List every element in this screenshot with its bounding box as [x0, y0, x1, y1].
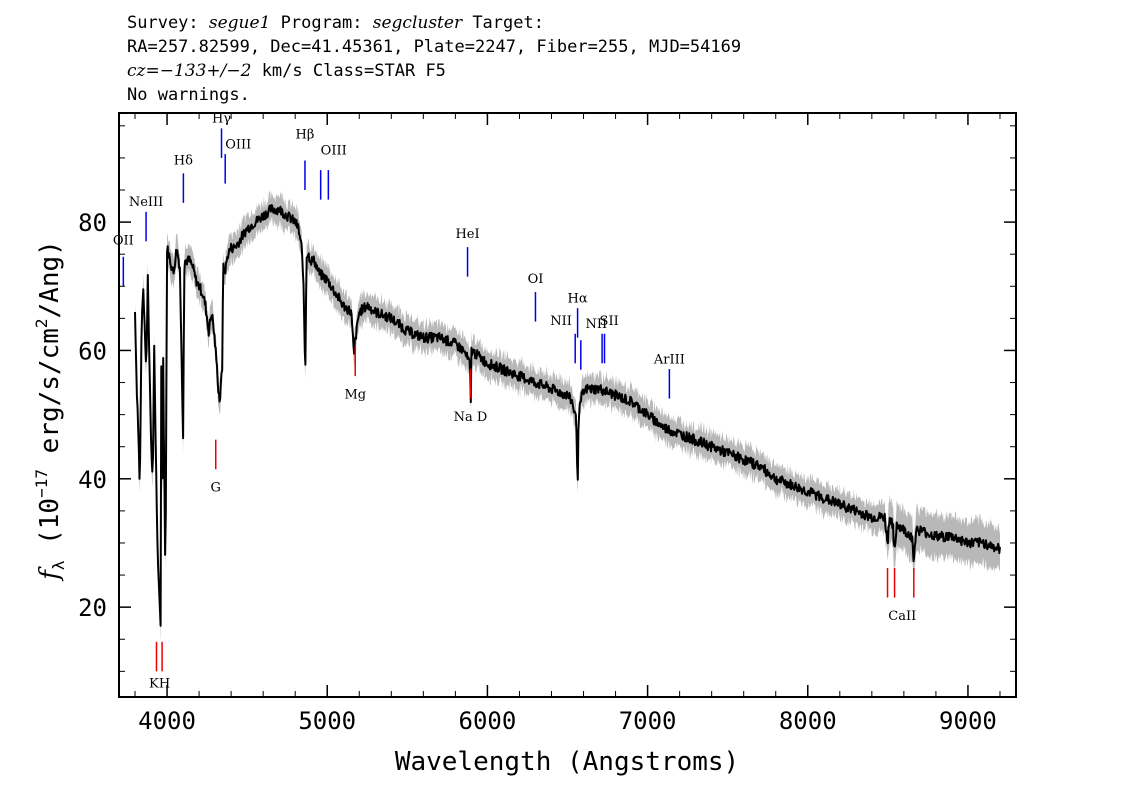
- plot-frame: [118, 112, 1017, 698]
- plot-area: [134, 190, 1001, 643]
- y-label-end: /Ang): [35, 240, 65, 318]
- line-label-19: CaII: [888, 609, 916, 624]
- survey-label: Survey:: [127, 13, 209, 33]
- program-label: Program:: [270, 13, 373, 33]
- line-label-17: Mg: [344, 388, 366, 403]
- x-tick-label-8000: 8000: [779, 707, 837, 735]
- x-tick-label-4000: 4000: [138, 707, 196, 735]
- line-label-4: OIII: [225, 137, 251, 152]
- line-label-2: Hδ: [174, 153, 193, 168]
- line-markers: OIINeIIIHδHγOIIIHβOIIIHeIOINIIHαNIISIIAr…: [113, 112, 916, 692]
- spectrum-header: Survey: segue1 Program: segcluster Targe…: [127, 11, 741, 107]
- program-value: segcluster: [372, 13, 463, 33]
- y-tick-label-60: 60: [78, 337, 107, 365]
- line-label-13: ArIII: [653, 352, 685, 367]
- line-label-12: SII: [600, 314, 619, 329]
- y-tick-label-40: 40: [78, 466, 107, 494]
- y-label-power-base: (10: [35, 498, 65, 561]
- y-label-units: erg/s/cm: [35, 328, 65, 469]
- target-label: Target:: [462, 13, 544, 33]
- cz-value: cz=−133+/−2: [127, 61, 252, 81]
- x-tick-label-6000: 6000: [459, 707, 517, 735]
- line-label-9: NII: [550, 314, 572, 329]
- line-label-10: Hα: [568, 291, 588, 306]
- line-label-3: Hγ: [212, 112, 231, 127]
- line-label-5: Hβ: [296, 128, 315, 143]
- line-label-11: NII: [586, 317, 608, 332]
- line-label-0: OII: [113, 234, 134, 249]
- noise-band-0: [135, 190, 1000, 643]
- y-label-lambda: λ: [49, 560, 68, 570]
- survey-value: segue1: [208, 13, 271, 33]
- y-axis-label: fλ (10−17 erg/s/cm2/Ang): [32, 240, 68, 582]
- cz-class: km/s Class=STAR F5: [251, 61, 446, 81]
- header-row-redshift: cz=−133+/−2 km/s Class=STAR F5: [127, 59, 741, 83]
- header-row-survey: Survey: segue1 Program: segcluster Targe…: [127, 11, 741, 35]
- line-label-6: OIII: [321, 144, 347, 159]
- x-tick-label-9000: 9000: [939, 707, 997, 735]
- axis-ticks: 4000 5000 6000 7000 8000 9000 20 40 60 80: [78, 113, 1016, 735]
- line-label-14: K: [149, 676, 159, 691]
- line-label-15: H: [159, 676, 170, 691]
- x-tick-label-7000: 7000: [619, 707, 677, 735]
- y-label-squared: 2: [32, 318, 51, 328]
- x-tick-label-5000: 5000: [298, 707, 356, 735]
- x-axis-label: Wavelength (Angstroms): [395, 747, 739, 777]
- header-row-coords: RA=257.82599, Dec=41.45361, Plate=2247, …: [127, 37, 742, 57]
- flux-line-0: [134, 204, 1001, 627]
- y-label-exponent: −17: [32, 469, 51, 498]
- y-tick-label-80: 80: [78, 209, 107, 237]
- header-row-warnings: No warnings.: [127, 85, 250, 105]
- line-label-18: Na D: [454, 410, 488, 425]
- line-label-7: HeI: [455, 227, 479, 242]
- line-label-16: G: [211, 481, 221, 496]
- y-tick-label-20: 20: [78, 594, 107, 622]
- line-label-1: NeIII: [129, 195, 163, 210]
- line-label-8: OI: [528, 272, 544, 287]
